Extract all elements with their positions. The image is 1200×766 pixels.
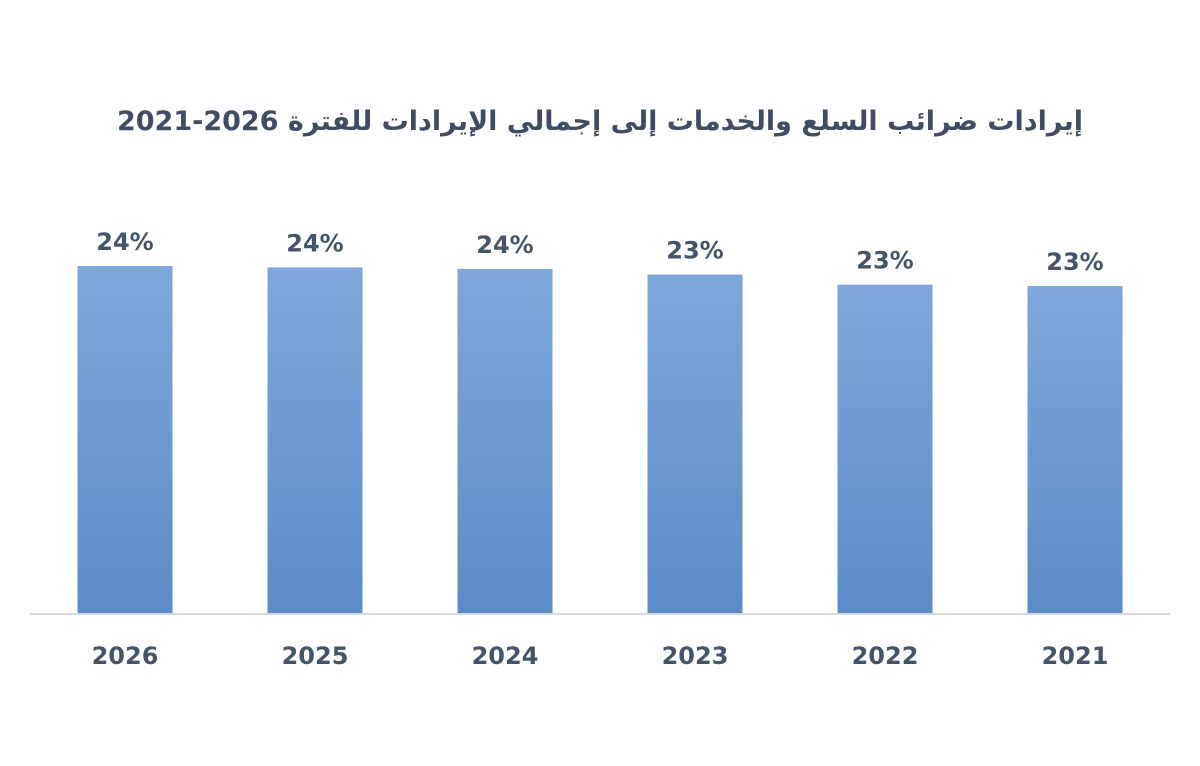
bar-2026 bbox=[77, 266, 173, 614]
x-tick-label-2022: 2022 bbox=[852, 642, 919, 670]
data-label-2026: 24% bbox=[96, 228, 153, 256]
bar-2022 bbox=[837, 284, 933, 614]
bar-2024 bbox=[457, 268, 553, 614]
bar-2025 bbox=[267, 267, 363, 614]
x-tick-label-2025: 2025 bbox=[282, 642, 349, 670]
x-tick-label-2023: 2023 bbox=[662, 642, 729, 670]
chart-title: إيرادات ضرائب السلع والخدمات إلى إجمالي … bbox=[116, 106, 1084, 137]
data-label-2021: 23% bbox=[1046, 248, 1103, 276]
data-label-2022: 23% bbox=[856, 247, 913, 275]
data-label-2025: 24% bbox=[286, 229, 343, 257]
x-tick-label-2021: 2021 bbox=[1042, 642, 1109, 670]
bar-2021 bbox=[1027, 286, 1123, 614]
x-tick-label-2026: 2026 bbox=[92, 642, 159, 670]
data-label-2023: 23% bbox=[666, 237, 723, 265]
data-label-2024: 24% bbox=[476, 231, 533, 259]
x-tick-label-2024: 2024 bbox=[472, 642, 539, 670]
bar-2023 bbox=[647, 274, 743, 614]
